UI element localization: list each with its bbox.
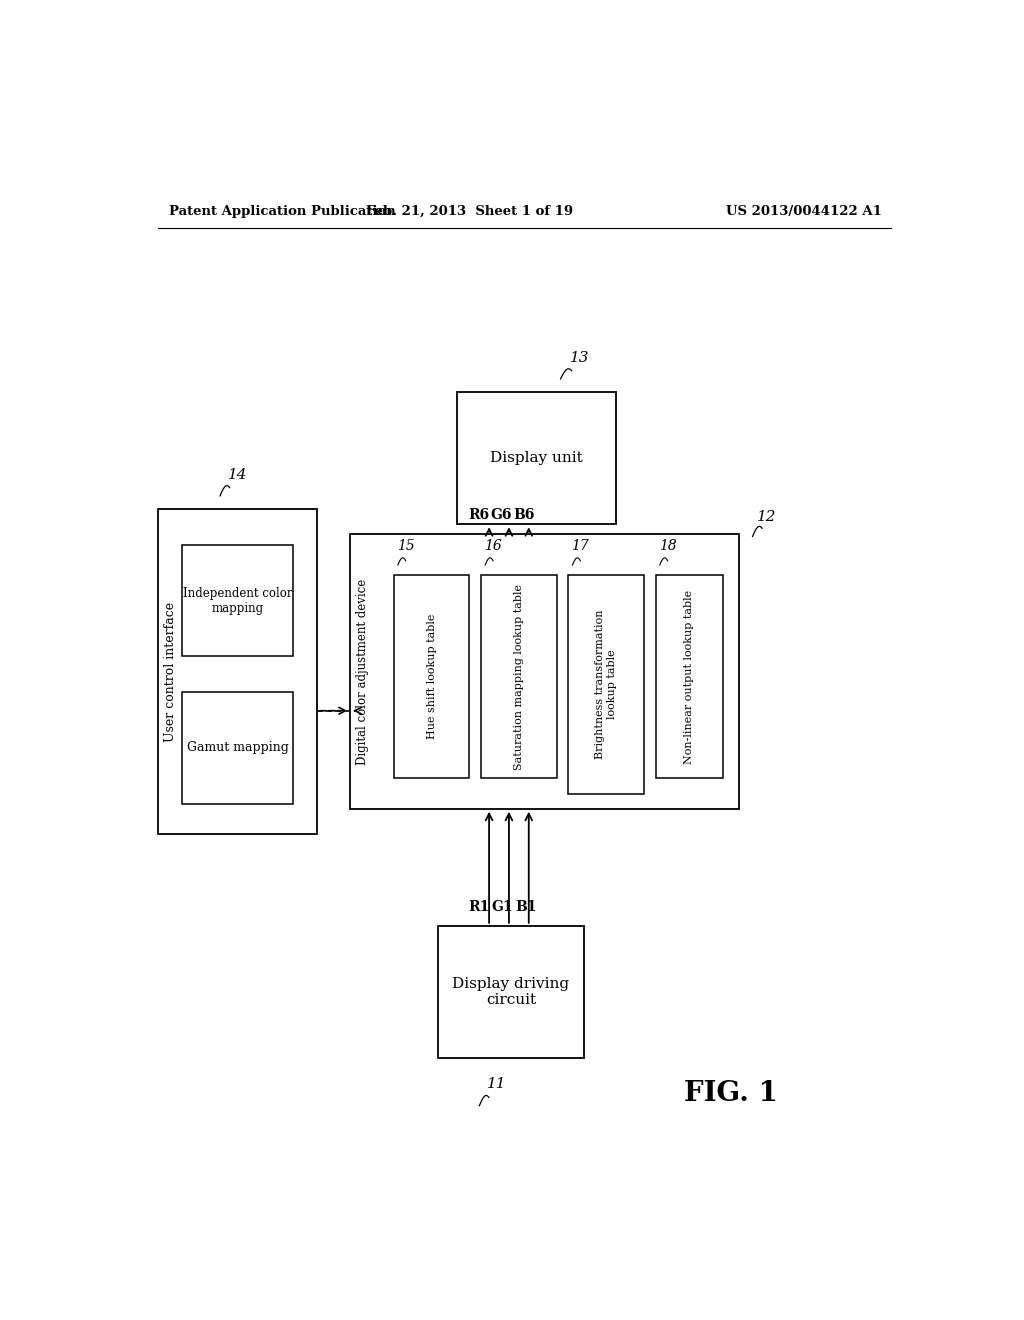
Text: Patent Application Publication: Patent Application Publication (169, 205, 396, 218)
Text: 14: 14 (227, 467, 247, 482)
Text: FIG. 1: FIG. 1 (684, 1080, 778, 1107)
Text: B1: B1 (515, 900, 537, 913)
Text: Hue shift lookup table: Hue shift lookup table (427, 614, 436, 739)
Text: 12: 12 (757, 511, 776, 524)
Text: Display unit: Display unit (490, 451, 583, 465)
Text: Saturation mapping lookup table: Saturation mapping lookup table (514, 583, 524, 770)
Text: G1: G1 (492, 900, 513, 913)
Bar (350, 535, 739, 809)
Text: Display driving
circuit: Display driving circuit (453, 977, 569, 1007)
Bar (655, 576, 723, 779)
Bar (394, 576, 469, 779)
Text: R6: R6 (468, 508, 489, 523)
Text: G6: G6 (490, 508, 512, 523)
Text: Brightness transformation
lookup table: Brightness transformation lookup table (595, 610, 616, 759)
Text: 13: 13 (569, 351, 589, 364)
Text: User control interface: User control interface (165, 602, 177, 742)
Text: Gamut mapping: Gamut mapping (186, 742, 289, 755)
Text: Feb. 21, 2013  Sheet 1 of 19: Feb. 21, 2013 Sheet 1 of 19 (366, 205, 572, 218)
Bar (182, 545, 293, 656)
Text: 16: 16 (484, 539, 502, 553)
Text: R1: R1 (468, 900, 489, 913)
Bar (458, 392, 616, 524)
Bar (158, 510, 316, 834)
Bar (182, 692, 293, 804)
Text: Independent color
mapping: Independent color mapping (182, 586, 292, 615)
Text: B6: B6 (513, 508, 535, 523)
Text: 11: 11 (487, 1077, 507, 1092)
Bar (437, 925, 585, 1057)
Bar (568, 576, 644, 793)
Bar (481, 576, 557, 779)
Text: 18: 18 (658, 539, 677, 553)
Text: 15: 15 (397, 539, 415, 553)
Text: Non-linear output lookup table: Non-linear output lookup table (684, 590, 694, 764)
Text: Digital color adjustment device: Digital color adjustment device (356, 578, 370, 764)
Text: 17: 17 (571, 539, 589, 553)
Text: US 2013/0044122 A1: US 2013/0044122 A1 (726, 205, 882, 218)
